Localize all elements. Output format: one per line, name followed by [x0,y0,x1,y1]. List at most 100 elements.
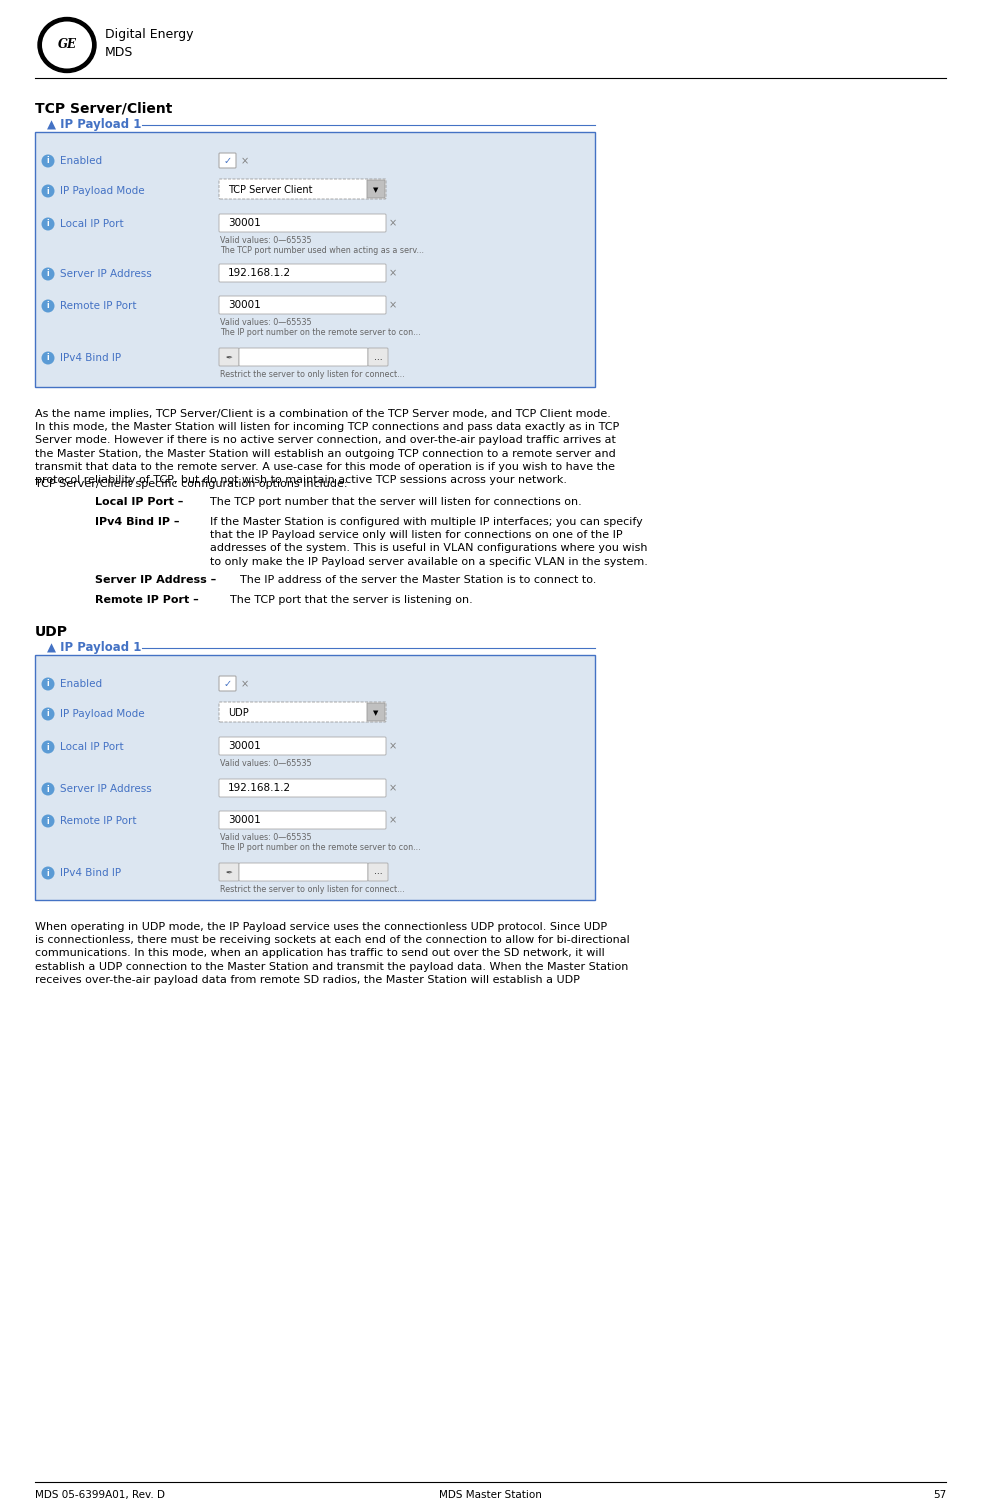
Text: ▲ IP Payload 1: ▲ IP Payload 1 [47,641,141,655]
Text: ▼: ▼ [374,711,379,717]
Text: i: i [47,186,49,195]
Text: Valid values: 0—65535: Valid values: 0—65535 [220,236,312,245]
Text: The IP port number on the remote server to con...: The IP port number on the remote server … [220,328,421,337]
Text: 192.168.1.2: 192.168.1.2 [228,783,291,792]
FancyBboxPatch shape [35,132,595,387]
FancyBboxPatch shape [219,348,239,366]
Text: Server IP Address: Server IP Address [60,269,152,280]
FancyBboxPatch shape [219,779,386,797]
Text: MDS Master Station: MDS Master Station [439,1489,542,1500]
Text: Digital Energy: Digital Energy [105,29,193,41]
Text: As the name implies, TCP Server/Client is a combination of the TCP Server mode, : As the name implies, TCP Server/Client i… [35,410,619,485]
Text: ✓: ✓ [224,679,232,689]
FancyBboxPatch shape [219,736,386,754]
Text: Remote IP Port: Remote IP Port [60,301,136,311]
Text: Local IP Port: Local IP Port [60,219,124,228]
Text: ×: × [241,679,249,689]
Text: 57: 57 [933,1489,946,1500]
Text: ✒: ✒ [226,868,232,877]
Text: If the Master Station is configured with multiple IP interfaces; you can specify: If the Master Station is configured with… [210,517,647,567]
Text: ×: × [388,218,397,228]
Text: IPv4 Bind IP –: IPv4 Bind IP – [95,517,180,528]
Text: 30001: 30001 [228,218,261,228]
Text: The TCP port number that the server will listen for connections on.: The TCP port number that the server will… [210,497,582,507]
Text: i: i [47,679,49,688]
Circle shape [41,154,55,168]
Text: IPv4 Bind IP: IPv4 Bind IP [60,352,121,363]
FancyBboxPatch shape [368,348,388,366]
Circle shape [41,351,55,364]
Text: Restrict the server to only listen for connect...: Restrict the server to only listen for c… [220,370,404,380]
Circle shape [41,184,55,198]
FancyBboxPatch shape [35,655,595,900]
Text: i: i [47,742,49,751]
Circle shape [41,677,55,691]
FancyBboxPatch shape [239,863,368,881]
Text: The TCP port that the server is listening on.: The TCP port that the server is listenin… [230,596,473,605]
Text: i: i [47,709,49,718]
Text: Server IP Address –: Server IP Address – [95,575,216,585]
Text: 192.168.1.2: 192.168.1.2 [228,268,291,278]
Text: Enabled: Enabled [60,679,102,689]
Text: TCP Server/Client specific configuration options include:: TCP Server/Client specific configuration… [35,479,347,488]
Text: UDP: UDP [35,624,68,640]
Text: i: i [47,354,49,363]
Text: i: i [47,269,49,278]
FancyBboxPatch shape [219,178,386,200]
Text: Valid values: 0—65535: Valid values: 0—65535 [220,318,312,327]
FancyBboxPatch shape [219,863,239,881]
FancyBboxPatch shape [219,215,386,231]
Text: ▲ IP Payload 1: ▲ IP Payload 1 [47,118,141,132]
Circle shape [41,218,55,230]
Text: i: i [47,785,49,794]
Text: Remote IP Port –: Remote IP Port – [95,596,199,605]
Circle shape [41,815,55,827]
Text: i: i [47,301,49,310]
Text: ✓: ✓ [224,156,232,166]
FancyBboxPatch shape [367,180,385,198]
FancyBboxPatch shape [219,296,386,314]
Text: Restrict the server to only listen for connect...: Restrict the server to only listen for c… [220,885,404,894]
Circle shape [41,741,55,753]
Text: i: i [47,219,49,228]
Text: Local IP Port: Local IP Port [60,742,124,751]
Text: 30001: 30001 [228,299,261,310]
Circle shape [41,708,55,721]
Text: ×: × [388,268,397,278]
FancyBboxPatch shape [219,265,386,283]
Text: When operating in UDP mode, the IP Payload service uses the connectionless UDP p: When operating in UDP mode, the IP Paylo… [35,922,630,984]
Text: GE: GE [58,38,77,51]
Text: Local IP Port –: Local IP Port – [95,497,183,507]
FancyBboxPatch shape [219,702,386,723]
Text: IPv4 Bind IP: IPv4 Bind IP [60,868,121,878]
Text: IP Payload Mode: IP Payload Mode [60,186,144,197]
Text: 30001: 30001 [228,815,261,826]
Text: i: i [47,816,49,826]
Text: i: i [47,157,49,165]
Text: ×: × [388,815,397,826]
FancyBboxPatch shape [368,863,388,881]
Circle shape [41,268,55,281]
Text: TCP Server/Client: TCP Server/Client [35,101,173,116]
Text: ...: ... [374,352,383,361]
Text: Server IP Address: Server IP Address [60,785,152,794]
Text: Valid values: 0—65535: Valid values: 0—65535 [220,759,312,768]
Text: ×: × [388,783,397,792]
FancyBboxPatch shape [239,348,368,366]
FancyBboxPatch shape [219,153,236,168]
Text: i: i [47,868,49,877]
Text: ×: × [388,299,397,310]
Text: The IP port number on the remote server to con...: The IP port number on the remote server … [220,844,421,851]
Text: 30001: 30001 [228,741,261,751]
Text: IP Payload Mode: IP Payload Mode [60,709,144,720]
Text: ▼: ▼ [374,187,379,194]
Text: Valid values: 0—65535: Valid values: 0—65535 [220,833,312,842]
Text: TCP Server Client: TCP Server Client [228,184,313,195]
Ellipse shape [42,21,92,68]
Text: Remote IP Port: Remote IP Port [60,816,136,826]
Ellipse shape [38,18,96,73]
Text: MDS 05-6399A01, Rev. D: MDS 05-6399A01, Rev. D [35,1489,165,1500]
Text: ×: × [241,156,249,166]
Circle shape [41,299,55,313]
Text: UDP: UDP [228,708,249,718]
